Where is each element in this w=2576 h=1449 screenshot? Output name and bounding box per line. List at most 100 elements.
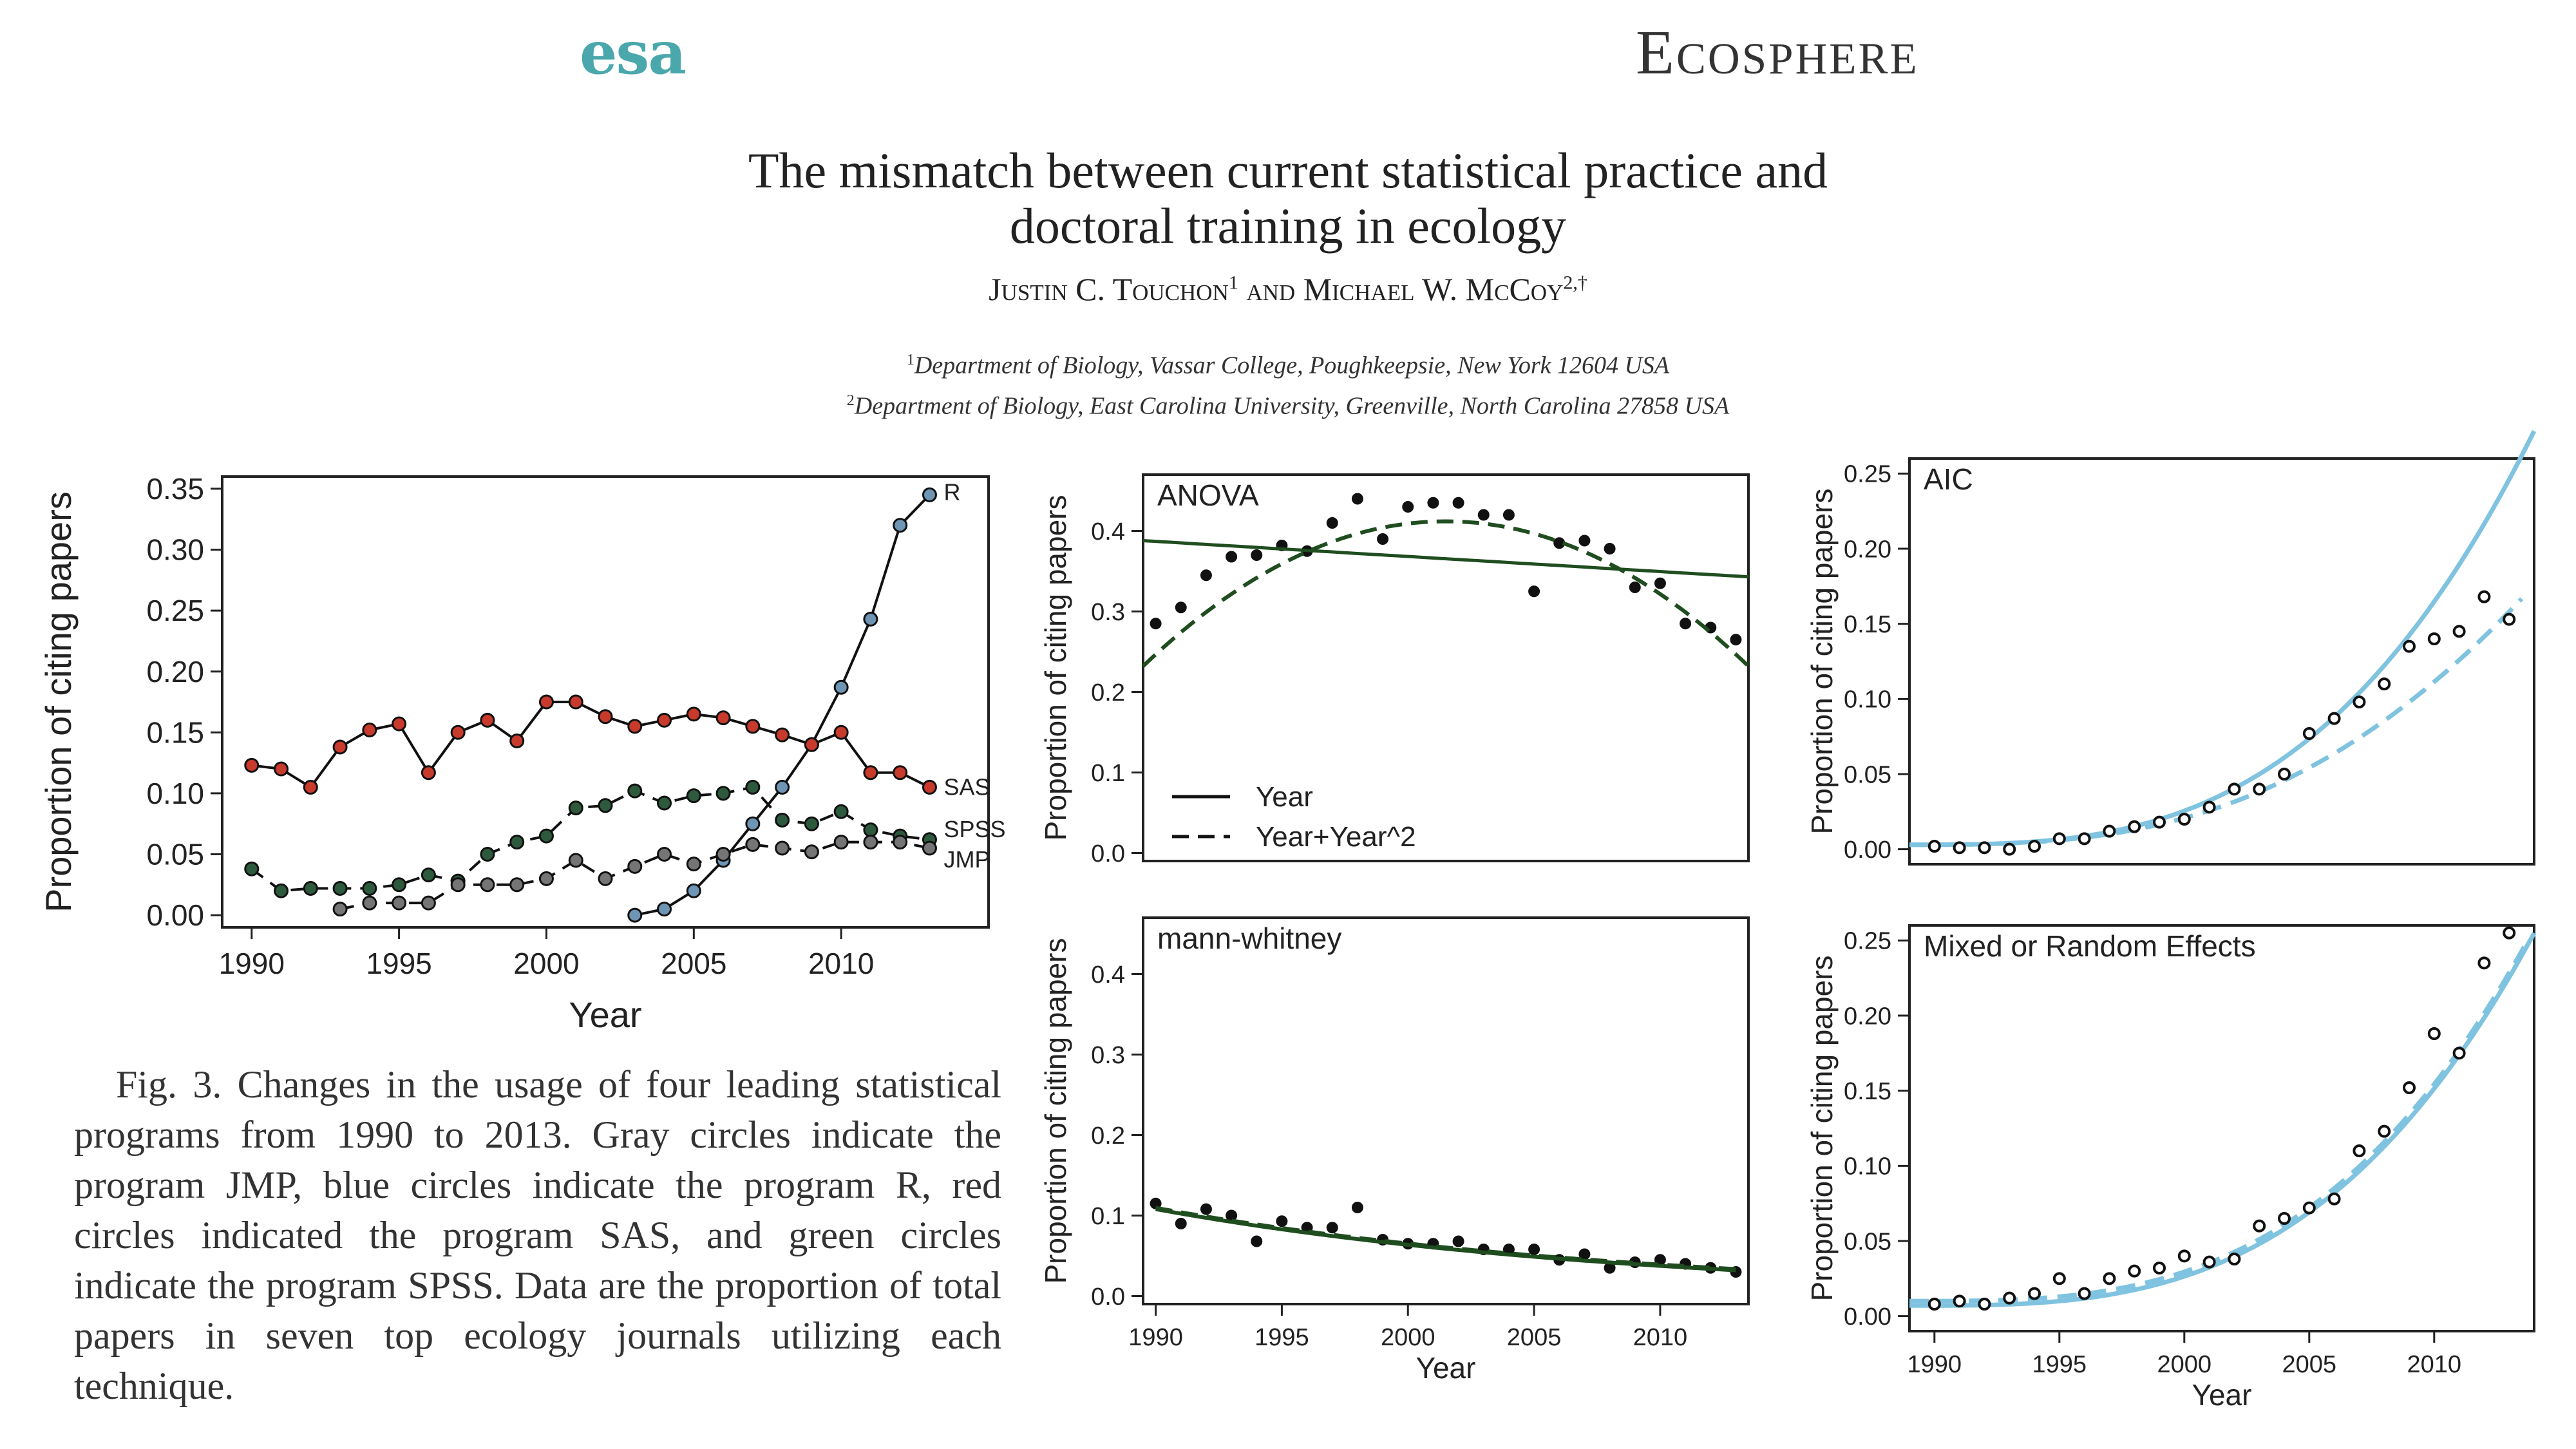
y-tick-label: 0.20 (146, 655, 204, 688)
plot-frame (1142, 916, 1750, 1305)
x-tick-label: 1990 (1128, 1324, 1183, 1351)
data-point (1175, 601, 1187, 614)
data-point (1953, 841, 1966, 855)
affiliation-2-text: Department of Biology, East Carolina Uni… (854, 392, 1730, 420)
data-point (2028, 840, 2041, 853)
caption-text: Changes in the usage of four leading sta… (74, 1063, 1001, 1407)
data-point-spss (303, 880, 318, 896)
y-tick-label: 0.0 (1091, 1283, 1125, 1311)
data-point-spss (332, 880, 348, 896)
affiliations: 1Department of Biology, Vassar College, … (386, 343, 2190, 423)
data-point (2153, 815, 2166, 829)
data-point-sas (598, 709, 613, 724)
data-point (1326, 517, 1338, 529)
fit-line-linear (1142, 539, 1749, 579)
data-point (1654, 577, 1666, 589)
data-point-sas (362, 723, 377, 738)
data-point (1175, 1218, 1187, 1229)
author-2: Michael W. McCoy (1303, 271, 1564, 307)
data-point-spss (362, 880, 377, 896)
data-point-jmp (362, 895, 377, 911)
data-point-r (863, 611, 878, 627)
data-point-sas (627, 719, 643, 734)
y-tick-label: 0.10 (1844, 687, 1891, 714)
data-point (2477, 956, 2491, 970)
y-tick-label: 0.20 (1844, 536, 1891, 563)
data-point-spss (775, 813, 790, 828)
data-point (2253, 1219, 2266, 1233)
data-point-sas (833, 724, 849, 740)
fit-line-quadratic (1141, 519, 1750, 668)
data-point (2003, 1291, 2016, 1305)
data-point-sas (509, 734, 525, 749)
data-point (1604, 1262, 1616, 1274)
data-point (1326, 1222, 1338, 1234)
data-point (1502, 1244, 1515, 1255)
caption-label: Fig. 3. (116, 1063, 222, 1106)
chart-title: ANOVA (1157, 478, 1259, 512)
data-point (1477, 509, 1490, 521)
data-point-jmp (745, 837, 761, 852)
data-point-jmp (480, 877, 495, 893)
x-tick-label: 1995 (1255, 1324, 1309, 1351)
data-point-spss (392, 877, 407, 893)
data-point-spss (833, 804, 849, 819)
series-label-sas: SAS (943, 773, 990, 800)
data-point-jmp (775, 840, 790, 856)
data-point-jmp (568, 853, 583, 868)
data-point-sas (863, 765, 878, 781)
data-point (2003, 842, 2016, 856)
title-line-2: doctoral training in ecology (1009, 198, 1567, 254)
y-axis-label: Proportion of citing papers (1039, 495, 1072, 841)
y-tick-label: 0.15 (1844, 1078, 1891, 1105)
series-label-r: R (943, 478, 960, 505)
author-conjunction: and (1238, 271, 1303, 307)
x-axis-label: Year (1416, 1351, 1476, 1385)
y-tick-label: 0.00 (1844, 837, 1891, 864)
data-point (2403, 639, 2416, 653)
y-tick-label: 0.05 (1844, 1228, 1891, 1255)
chart-software: 0.00 0.05 0.10 0.15 0.20 0.25 0.30 0.35 1990 1995… (38, 472, 1006, 1035)
plot-frame (1908, 924, 2535, 1332)
x-tick-label: 2010 (808, 947, 874, 980)
y-tick-label: 0.25 (1844, 461, 1891, 488)
data-point-r (686, 883, 701, 898)
data-point-sas (480, 712, 495, 728)
y-tick-label: 0.05 (1844, 761, 1891, 788)
data-point (1452, 1235, 1464, 1247)
y-axis-label: Proportion of citing papers (1805, 956, 1839, 1302)
data-point (1377, 533, 1389, 545)
data-point-sas (538, 694, 554, 710)
data-point (1730, 634, 1742, 646)
data-point-jmp (450, 877, 466, 893)
data-point-jmp (715, 846, 731, 862)
series-label-jmp: JMP (943, 846, 990, 873)
data-point-r (627, 907, 643, 923)
data-point-spss (274, 883, 289, 898)
data-point (2278, 768, 2291, 781)
data-point (2327, 712, 2341, 725)
data-point-sas (745, 719, 761, 734)
y-tick-label: 0.2 (1091, 679, 1125, 706)
data-point (2327, 1192, 2341, 1206)
chart-mann-whitney: 0.0 0.1 0.2 0.3 0.4 1990 1995 2000 2005 2010 Propo… (1039, 916, 1750, 1385)
data-point (2228, 782, 2241, 796)
data-point (2078, 1287, 2091, 1300)
data-point (1927, 1298, 1941, 1311)
affiliation-2-num: 2 (846, 392, 855, 409)
data-point-spss (480, 846, 495, 862)
data-point-sas (274, 761, 289, 777)
data-point (1150, 618, 1162, 630)
data-point (1226, 551, 1238, 563)
data-point-jmp (804, 844, 819, 860)
data-point-jmp (509, 877, 525, 893)
y-tick-label: 0.1 (1091, 760, 1125, 787)
data-point-jmp (863, 835, 878, 850)
data-point (1351, 1202, 1363, 1213)
y-axis-label: Proportion of citing papers (1039, 938, 1072, 1284)
affiliation-1: 1Department of Biology, Vassar College, … (386, 343, 2190, 383)
data-point-spss (863, 822, 878, 838)
data-point (1629, 582, 1641, 593)
paper-title: The mismatch between current statistical… (386, 143, 2190, 254)
